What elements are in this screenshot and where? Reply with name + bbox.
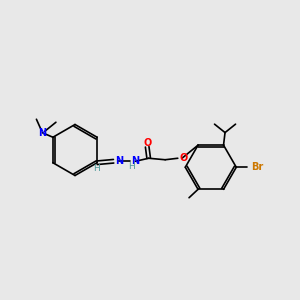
Text: H: H (93, 164, 100, 173)
Text: O: O (143, 138, 151, 148)
Text: N: N (131, 156, 140, 166)
Text: Br: Br (251, 162, 263, 172)
Text: N: N (115, 156, 123, 166)
Text: O: O (179, 153, 188, 163)
Text: N: N (38, 128, 46, 138)
Text: H: H (128, 162, 135, 171)
